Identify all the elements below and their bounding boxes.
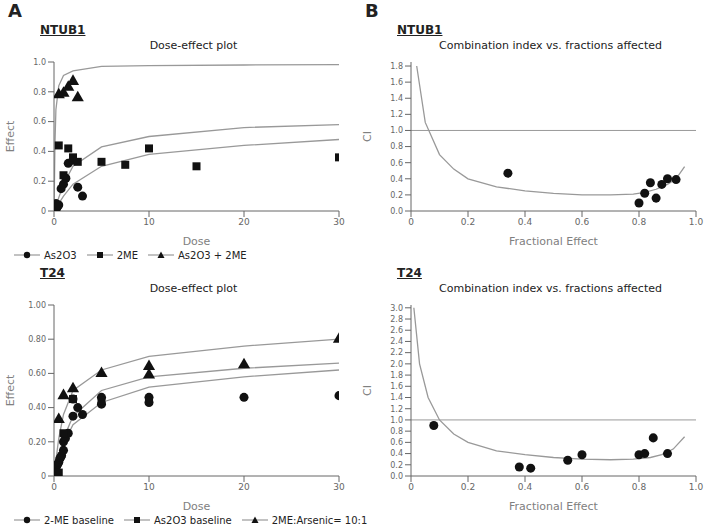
svg-text:0: 0 <box>51 482 57 492</box>
html-text:2-ME baseline: 2-ME baseline <box>44 514 114 526</box>
svg-text:Fractional Effect: Fractional Effect <box>509 500 599 510</box>
svg-text:0.0: 0.0 <box>390 207 403 216</box>
svg-text:0.4: 0.4 <box>518 482 533 492</box>
html-text:NTUB1: NTUB1 <box>40 23 86 37</box>
svg-text:10: 10 <box>143 217 155 227</box>
svg-text:1.4: 1.4 <box>390 94 403 103</box>
svg-text:20: 20 <box>238 482 250 492</box>
svg-text:2.2: 2.2 <box>390 348 403 357</box>
svg-text:0.2: 0.2 <box>461 217 475 227</box>
svg-text:Effect: Effect <box>8 374 17 406</box>
svg-text:1.6: 1.6 <box>390 382 403 391</box>
svg-text:0.4: 0.4 <box>390 449 403 458</box>
svg-text:30: 30 <box>333 217 345 227</box>
html-text:As2O3: As2O3 <box>44 249 77 261</box>
svg-text:2.8: 2.8 <box>390 315 403 324</box>
svg-text:0.6: 0.6 <box>33 117 46 126</box>
svg-text:0.40: 0.40 <box>28 403 46 412</box>
svg-text:0.80: 0.80 <box>28 335 46 344</box>
svg-text:0.2: 0.2 <box>390 461 403 470</box>
svg-text:1.00: 1.00 <box>28 301 46 310</box>
html-text:Dose-effect plot: Dose-effect plot <box>149 39 238 52</box>
svg-text:0: 0 <box>408 482 414 492</box>
svg-text:Dose: Dose <box>183 500 211 510</box>
svg-text:1.0: 1.0 <box>390 416 403 425</box>
svg-text:0.8: 0.8 <box>632 217 647 227</box>
svg-text:Dose: Dose <box>183 235 211 245</box>
svg-text:0.8: 0.8 <box>390 142 403 151</box>
svg-text:1.0: 1.0 <box>33 58 46 67</box>
svg-text:1.0: 1.0 <box>689 482 704 492</box>
svg-text:30: 30 <box>333 482 345 492</box>
svg-text:0: 0 <box>41 207 46 216</box>
svg-text:CI: CI <box>361 131 374 142</box>
html-text:T24: T24 <box>40 266 65 280</box>
svg-text:1.4: 1.4 <box>390 393 403 402</box>
html-text:As2O3 baseline: As2O3 baseline <box>154 514 232 526</box>
html-text:A: A <box>8 0 22 21</box>
svg-text:0.60: 0.60 <box>28 369 46 378</box>
svg-text:0.2: 0.2 <box>33 177 46 186</box>
svg-text:2.4: 2.4 <box>390 337 403 346</box>
svg-text:0.20: 0.20 <box>28 438 46 447</box>
html-text:NTUB1: NTUB1 <box>397 23 443 37</box>
html-text:Combination index vs. fraction: Combination index vs. fractions affected <box>439 39 662 52</box>
svg-text:1.0: 1.0 <box>689 217 704 227</box>
html-text:Combination index vs. fraction: Combination index vs. fractions affected <box>439 282 662 295</box>
svg-text:1.6: 1.6 <box>390 78 403 87</box>
svg-text:0.8: 0.8 <box>390 427 403 436</box>
svg-text:0: 0 <box>51 217 57 227</box>
svg-text:0: 0 <box>41 472 46 481</box>
svg-text:1.2: 1.2 <box>390 110 403 119</box>
svg-text:0.4: 0.4 <box>518 217 533 227</box>
svg-text:1.8: 1.8 <box>390 371 403 380</box>
svg-text:0.8: 0.8 <box>33 88 46 97</box>
svg-text:0.0: 0.0 <box>390 472 403 481</box>
svg-text:1.2: 1.2 <box>390 405 403 414</box>
svg-text:Effect: Effect <box>8 120 17 152</box>
svg-text:3.0: 3.0 <box>390 304 403 313</box>
html-text:2ME: 2ME <box>116 249 138 261</box>
svg-text:0.6: 0.6 <box>575 482 590 492</box>
svg-text:10: 10 <box>143 482 155 492</box>
html-text:T24: T24 <box>397 266 422 280</box>
svg-text:2.6: 2.6 <box>390 326 403 335</box>
svg-text:1.8: 1.8 <box>390 62 403 71</box>
svg-text:Fractional Effect: Fractional Effect <box>509 235 599 245</box>
svg-text:0.4: 0.4 <box>33 147 46 156</box>
svg-text:0.8: 0.8 <box>632 482 647 492</box>
svg-text:CI: CI <box>361 385 374 396</box>
svg-text:0: 0 <box>408 217 414 227</box>
svg-text:0.6: 0.6 <box>575 217 590 227</box>
html-text:As2O3 + 2ME: As2O3 + 2ME <box>178 249 247 261</box>
html-text:2ME:Arsenic= 10:1: 2ME:Arsenic= 10:1 <box>271 514 368 526</box>
svg-text:0.6: 0.6 <box>390 159 403 168</box>
html-text:B: B <box>365 0 379 21</box>
svg-text:2.0: 2.0 <box>390 360 403 369</box>
svg-text:0.2: 0.2 <box>461 482 475 492</box>
html-text:Dose-effect plot: Dose-effect plot <box>149 282 238 295</box>
svg-text:0.2: 0.2 <box>390 191 403 200</box>
svg-text:0.4: 0.4 <box>390 175 403 184</box>
svg-text:20: 20 <box>238 217 250 227</box>
svg-text:1.0: 1.0 <box>390 126 403 135</box>
svg-text:0.6: 0.6 <box>390 438 403 447</box>
